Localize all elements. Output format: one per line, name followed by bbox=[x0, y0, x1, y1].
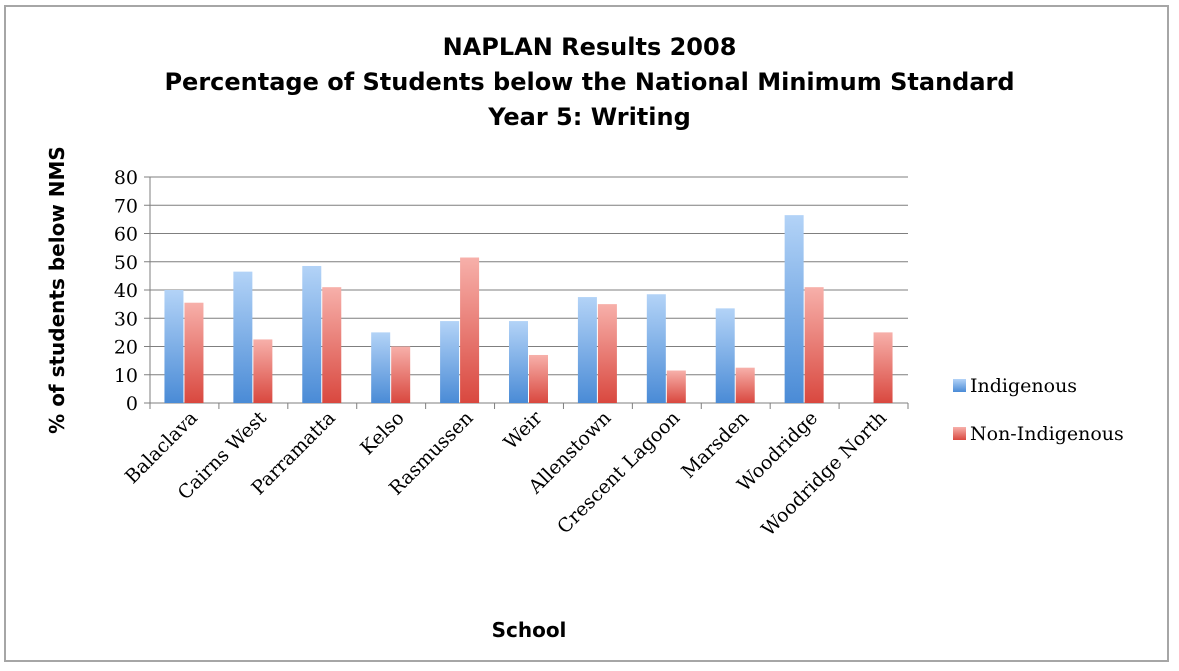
bars bbox=[164, 215, 893, 403]
x-tick-label: Crescent Lagoon bbox=[553, 407, 684, 538]
bar-non-indigenous bbox=[873, 332, 893, 403]
y-tick-label: 40 bbox=[114, 280, 138, 302]
y-axis-title: % of students below NMS bbox=[45, 146, 69, 434]
x-tick-label: Kelso bbox=[356, 407, 408, 459]
bar-non-indigenous bbox=[597, 304, 617, 403]
bar-indigenous bbox=[164, 290, 184, 403]
legend-label: Indigenous bbox=[970, 375, 1077, 397]
y-tick-label: 60 bbox=[114, 224, 138, 246]
bar-indigenous bbox=[715, 308, 735, 403]
bar-non-indigenous bbox=[666, 370, 686, 403]
y-tick-label: 50 bbox=[114, 252, 138, 274]
bar-non-indigenous bbox=[253, 339, 273, 403]
x-tick-label: Woodridge North bbox=[757, 407, 891, 541]
bar-non-indigenous bbox=[184, 302, 204, 403]
bar-non-indigenous bbox=[804, 287, 824, 403]
chart-title-line-2: Percentage of Students below the Nationa… bbox=[164, 68, 1015, 96]
chart-title-line-3: Year 5: Writing bbox=[488, 103, 691, 131]
bar-indigenous bbox=[509, 321, 528, 403]
legend-label: Non-Indigenous bbox=[970, 423, 1124, 445]
chart-title-line-1: NAPLAN Results 2008 bbox=[442, 33, 737, 61]
x-tick-label: Weir bbox=[500, 406, 548, 454]
bar-non-indigenous bbox=[322, 287, 342, 403]
y-tick-label: 10 bbox=[114, 365, 138, 387]
bar-indigenous bbox=[646, 294, 666, 403]
bar-indigenous bbox=[577, 297, 597, 403]
y-tick-label: 20 bbox=[114, 337, 138, 359]
y-tick-label: 80 bbox=[114, 167, 138, 189]
bar-non-indigenous bbox=[735, 367, 755, 403]
x-axis-title: School bbox=[492, 618, 567, 642]
bar-indigenous bbox=[440, 321, 460, 403]
bar-non-indigenous bbox=[529, 354, 548, 403]
bar-indigenous bbox=[784, 215, 804, 403]
y-tick-label: 0 bbox=[126, 393, 138, 415]
bar-indigenous bbox=[233, 271, 253, 403]
bar-indigenous bbox=[371, 332, 391, 403]
bar-non-indigenous bbox=[460, 257, 480, 403]
legend-swatch-non-indigenous bbox=[953, 427, 966, 440]
legend: Indigenous Non-Indigenous bbox=[953, 375, 1124, 445]
y-tick-label: 70 bbox=[114, 195, 138, 217]
y-tick-label: 30 bbox=[114, 308, 138, 330]
legend-swatch-indigenous bbox=[953, 379, 966, 392]
axes bbox=[144, 176, 909, 409]
chart-title: NAPLAN Results 2008 Percentage of Studen… bbox=[0, 30, 1179, 135]
bar-indigenous bbox=[302, 265, 322, 403]
bar-non-indigenous bbox=[391, 346, 411, 403]
